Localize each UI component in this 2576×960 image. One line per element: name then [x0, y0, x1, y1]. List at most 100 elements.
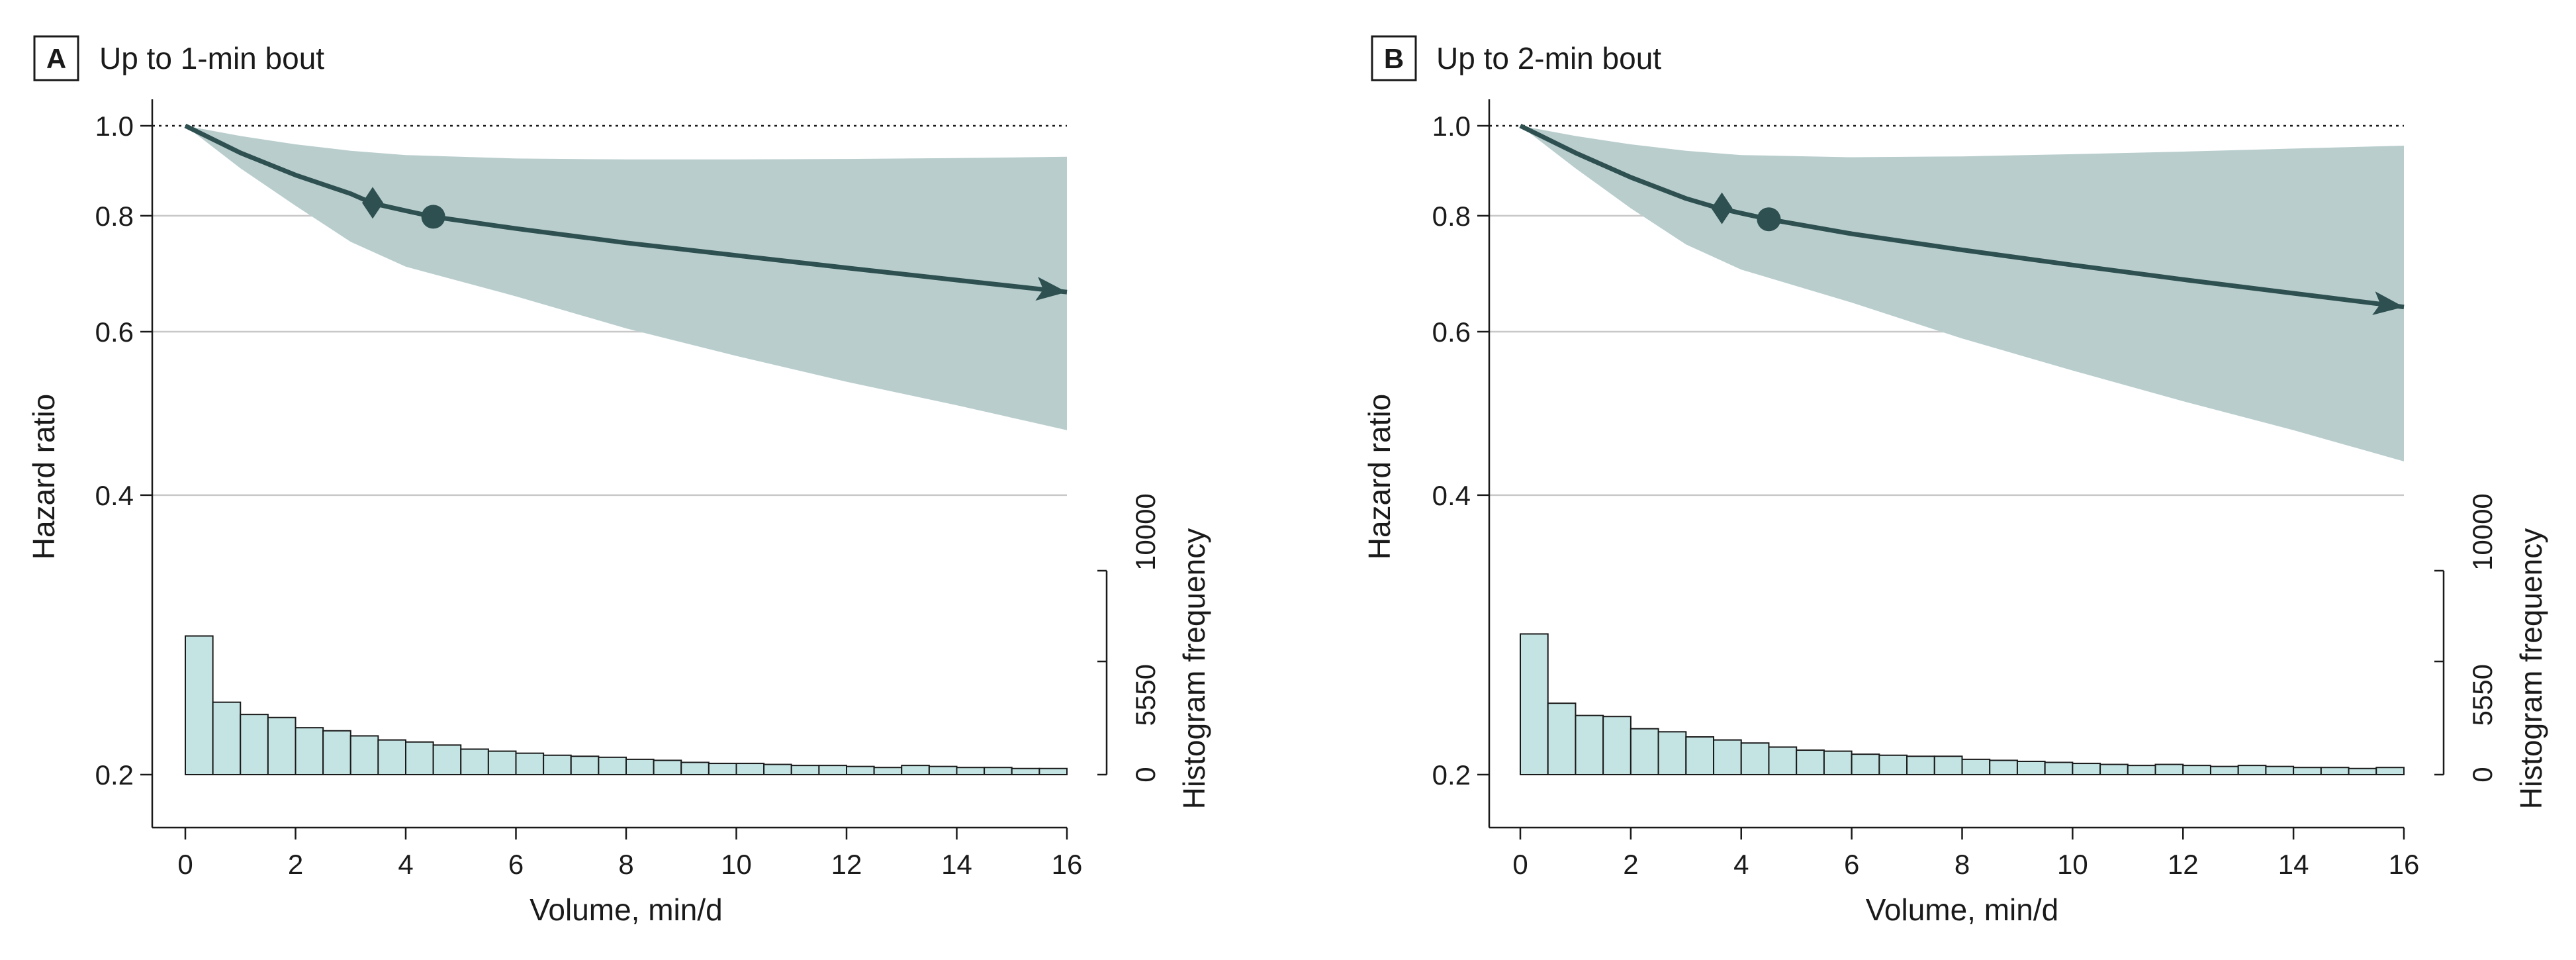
histogram-bar — [1685, 736, 1715, 776]
histogram-tick-label: 5550 — [2467, 664, 2498, 726]
x-tick-label: 4 — [398, 849, 413, 880]
histogram-bar — [1657, 731, 1687, 775]
histogram-bar — [956, 767, 986, 775]
histogram-tick-label: 10000 — [2467, 493, 2498, 571]
histogram-bar — [653, 759, 682, 775]
histogram-bar — [984, 767, 1013, 775]
diamond-marker — [362, 187, 384, 219]
histogram-tick-label: 5550 — [1130, 664, 1161, 726]
histogram-bar — [1575, 714, 1604, 776]
x-tick-label: 6 — [1844, 849, 1859, 880]
panel-letter-box — [33, 35, 79, 81]
histogram-bar — [2127, 765, 2156, 776]
histogram-bar — [570, 755, 600, 776]
histogram-bar — [515, 752, 545, 776]
x-tick-label: 16 — [2389, 849, 2420, 880]
histogram-bar — [1520, 633, 1549, 775]
histogram-bar — [2375, 767, 2405, 775]
histogram-bar — [2320, 767, 2350, 775]
circle-marker — [1757, 207, 1781, 232]
y-tick-label: 0.2 — [95, 759, 134, 791]
panel-title: Up to 1-min bout — [99, 41, 324, 75]
x-tick-label: 6 — [508, 849, 524, 880]
circle-marker — [421, 205, 445, 229]
histogram-bar — [2072, 763, 2101, 776]
histogram-tick-label: 0 — [2467, 767, 2498, 782]
histogram-bar — [1851, 753, 1880, 775]
panel-b: B Up to 2-min bout 0.2 0.4 0.6 0.8 1.0 Hazard r… — [1362, 35, 2548, 927]
histogram-bar — [460, 748, 489, 775]
histogram-bar — [790, 765, 820, 776]
y-tick-label: 0.2 — [1432, 759, 1471, 791]
histogram-bar — [185, 635, 214, 775]
x-tick-label: 8 — [1955, 849, 1970, 880]
histogram-bar — [1740, 742, 1770, 776]
histogram-bar — [2044, 761, 2074, 776]
x-tick-label: 10 — [2057, 849, 2088, 880]
x-tick-label: 14 — [2278, 849, 2309, 880]
confidence-band — [1520, 126, 2404, 461]
x-tick-label: 4 — [1733, 849, 1749, 880]
panel-a: A Up to 1-min bout 0.2 0.4 0.6 0.8 1.0 Hazard r… — [26, 35, 1211, 927]
panel-letter-box — [1371, 35, 1417, 81]
y-tick-label: 0.8 — [1432, 201, 1471, 232]
histogram-bar — [1768, 746, 1798, 776]
panel-letter: B — [1384, 43, 1404, 74]
histogram-bar — [543, 754, 572, 775]
x-tick-label: 16 — [1052, 849, 1083, 880]
histogram-bar — [432, 744, 462, 775]
histogram-bar — [846, 765, 875, 776]
histogram-bar — [1796, 749, 1825, 776]
histogram-bar — [405, 741, 434, 775]
x-tick-label: 12 — [831, 849, 862, 880]
x-tick-label: 2 — [288, 849, 303, 880]
histogram-bar — [2209, 765, 2239, 776]
x-tick-label: 8 — [618, 849, 633, 880]
x-tick-label: 14 — [941, 849, 972, 880]
x-tick-label: 0 — [1512, 849, 1528, 880]
panel-title: Up to 2-min bout — [1436, 41, 1661, 75]
histogram-bar — [901, 765, 930, 776]
histogram-bar — [295, 727, 324, 776]
y-axis-title: Hazard ratio — [26, 394, 61, 560]
curve-arrowhead — [2372, 291, 2404, 315]
histogram-bar — [1038, 767, 1068, 776]
histogram-axis-title: Histogram frequency — [1177, 528, 1211, 809]
histogram-bar — [322, 730, 351, 776]
x-tick-label: 12 — [2168, 849, 2199, 880]
y-tick-label: 1.0 — [1432, 111, 1471, 142]
histogram-bar — [377, 739, 406, 776]
y-axis-title: Hazard ratio — [1362, 394, 1397, 560]
histogram-bar — [2293, 767, 2322, 775]
histogram-bar — [2182, 765, 2211, 776]
histogram-bar — [1602, 716, 1632, 775]
histogram-bar — [1630, 728, 1659, 775]
histogram-bar — [1906, 755, 1935, 776]
histogram-bar — [2016, 760, 2046, 775]
histogram-bar — [598, 756, 627, 775]
histogram-bar — [487, 750, 517, 775]
histogram-bar — [2099, 763, 2129, 775]
x-axis-title: Volume, min/d — [1866, 892, 2058, 927]
histogram-bar — [1011, 767, 1040, 776]
histogram-bar — [763, 763, 792, 775]
histogram-bar — [1547, 702, 1577, 775]
x-tick-label: 10 — [721, 849, 752, 880]
histogram-bar — [818, 765, 847, 776]
y-tick-label: 1.0 — [95, 111, 134, 142]
histogram-bar — [2237, 765, 2267, 776]
histogram-tick-label: 0 — [1130, 767, 1161, 782]
histogram-bar — [267, 716, 297, 776]
histogram-bar — [708, 763, 737, 776]
histogram-bar — [2348, 767, 2377, 776]
histogram-bar — [1989, 759, 2018, 775]
diamond-marker — [1711, 192, 1733, 224]
x-tick-label: 0 — [177, 849, 193, 880]
histogram-bar — [680, 761, 710, 776]
histogram-bar — [1823, 750, 1853, 775]
histogram-bar — [349, 735, 379, 775]
histogram-bar — [212, 701, 242, 776]
histogram-bar — [873, 767, 903, 775]
histogram-bar — [1878, 754, 1908, 775]
